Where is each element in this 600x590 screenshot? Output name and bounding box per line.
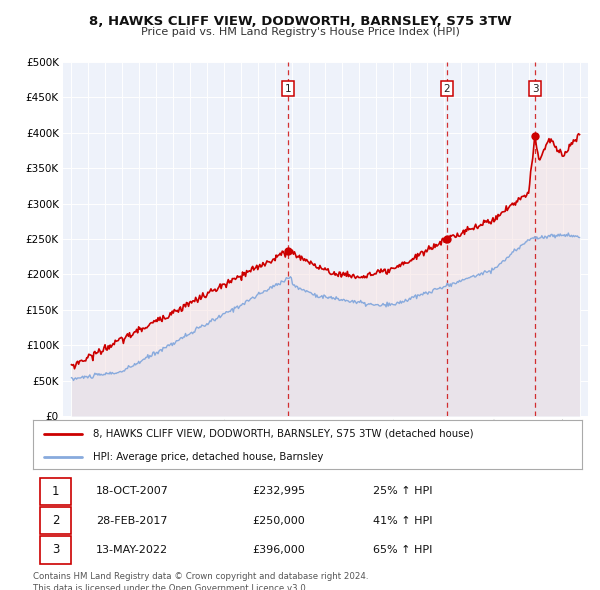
Text: £232,995: £232,995 [253, 486, 306, 496]
Text: 3: 3 [532, 84, 538, 94]
Text: 2: 2 [52, 514, 59, 527]
Text: £396,000: £396,000 [253, 545, 305, 555]
Text: 8, HAWKS CLIFF VIEW, DODWORTH, BARNSLEY, S75 3TW (detached house): 8, HAWKS CLIFF VIEW, DODWORTH, BARNSLEY,… [94, 429, 474, 439]
FancyBboxPatch shape [40, 507, 71, 535]
Text: 13-MAY-2022: 13-MAY-2022 [96, 545, 168, 555]
Text: Contains HM Land Registry data © Crown copyright and database right 2024.
This d: Contains HM Land Registry data © Crown c… [33, 572, 368, 590]
Text: 8, HAWKS CLIFF VIEW, DODWORTH, BARNSLEY, S75 3TW: 8, HAWKS CLIFF VIEW, DODWORTH, BARNSLEY,… [89, 15, 511, 28]
Text: 2: 2 [443, 84, 450, 94]
Text: £250,000: £250,000 [253, 516, 305, 526]
Text: 1: 1 [52, 485, 59, 498]
FancyBboxPatch shape [40, 478, 71, 505]
Text: 3: 3 [52, 543, 59, 556]
FancyBboxPatch shape [40, 536, 71, 563]
Text: 28-FEB-2017: 28-FEB-2017 [96, 516, 167, 526]
Text: 18-OCT-2007: 18-OCT-2007 [96, 486, 169, 496]
Text: 1: 1 [285, 84, 292, 94]
Text: 41% ↑ HPI: 41% ↑ HPI [373, 516, 433, 526]
Text: HPI: Average price, detached house, Barnsley: HPI: Average price, detached house, Barn… [94, 452, 324, 462]
Text: 65% ↑ HPI: 65% ↑ HPI [373, 545, 433, 555]
Text: 25% ↑ HPI: 25% ↑ HPI [373, 486, 433, 496]
Text: Price paid vs. HM Land Registry's House Price Index (HPI): Price paid vs. HM Land Registry's House … [140, 27, 460, 37]
